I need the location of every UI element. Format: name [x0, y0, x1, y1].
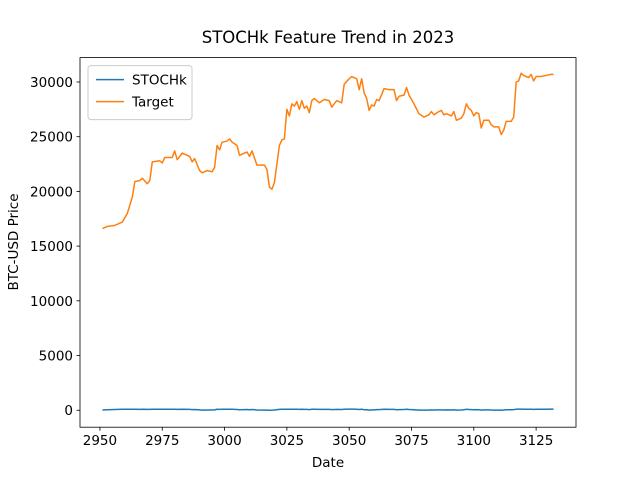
- x-tick-label: 3100: [457, 433, 491, 449]
- x-tick-label: 2950: [83, 433, 117, 449]
- legend-label: STOCHk: [132, 73, 187, 89]
- y-axis-label: BTC-USD Price: [6, 193, 22, 290]
- y-tick-label: 0: [64, 403, 73, 419]
- y-tick-label: 10000: [30, 294, 73, 310]
- legend: STOCHk Target: [87, 65, 193, 121]
- y-tick-label: 20000: [30, 184, 73, 200]
- plot-frame: [79, 57, 577, 428]
- x-tick-label: 2975: [145, 433, 179, 449]
- series-line: [102, 72, 554, 230]
- series-line: [102, 408, 554, 411]
- x-tick-label: 3125: [519, 433, 553, 449]
- legend-label: Target: [131, 95, 174, 111]
- chart-title: STOCHk Feature Trend in 2023: [202, 28, 455, 47]
- y-tick-label: 30000: [30, 75, 73, 91]
- y-tick-label: 5000: [39, 349, 73, 365]
- x-tick-label: 3025: [270, 433, 304, 449]
- x-tick-label: 3075: [394, 433, 428, 449]
- y-tick-label: 25000: [30, 130, 73, 146]
- y-tick-label: 15000: [30, 239, 73, 255]
- x-tick-label: 3050: [332, 433, 366, 449]
- x-axis-label: Date: [312, 455, 344, 471]
- x-tick-label: 3000: [207, 433, 241, 449]
